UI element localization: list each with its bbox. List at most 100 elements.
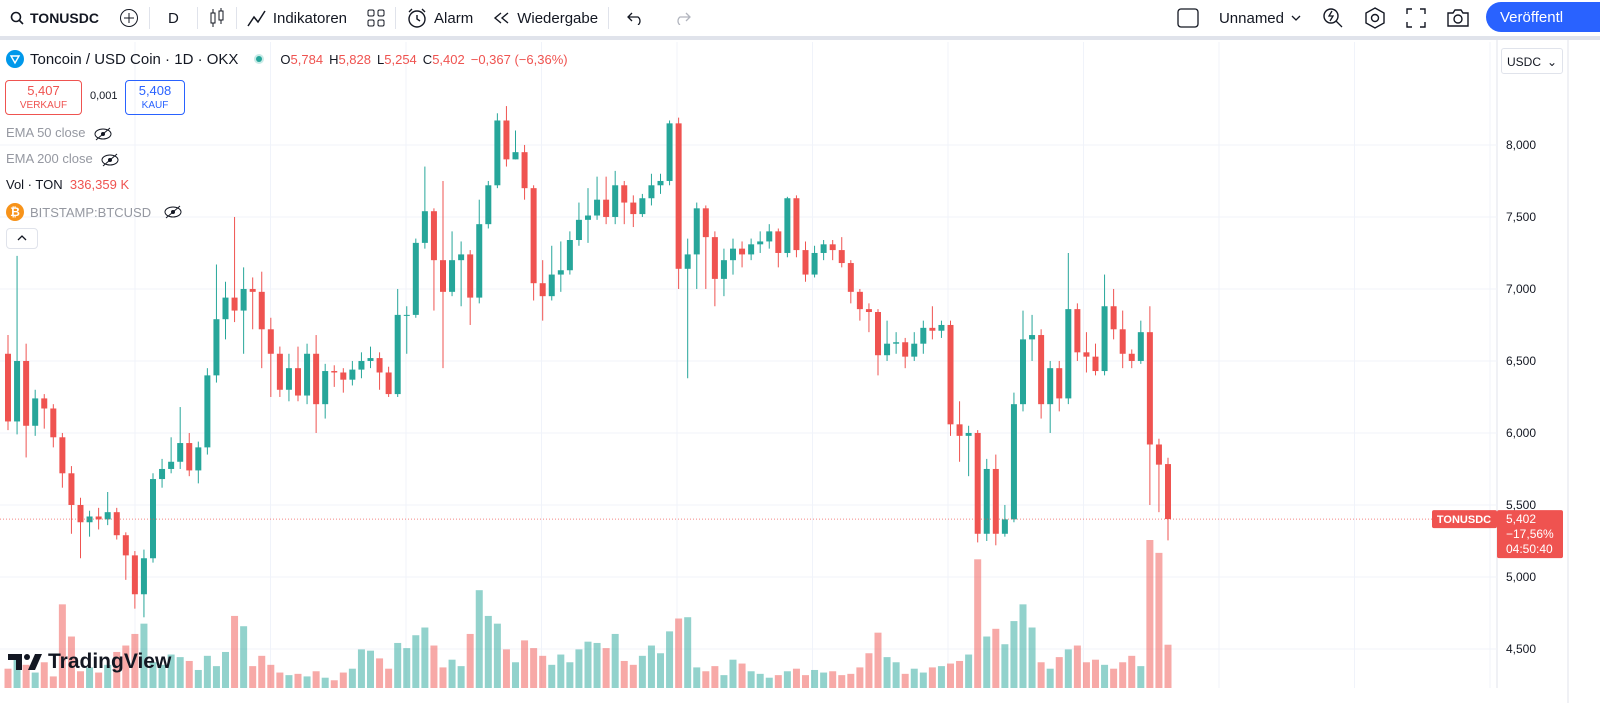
- volume-bar: [638, 655, 646, 688]
- separator: [395, 7, 397, 29]
- ohlc-values: O5,784 H5,828 L5,254 C5,402 −0,367 (−6,36%): [280, 52, 567, 67]
- compare-button[interactable]: [109, 0, 149, 36]
- volume-bar: [1064, 649, 1072, 688]
- candle-body: [430, 211, 437, 261]
- market-status-dot: [254, 54, 265, 64]
- volume-bar: [1046, 668, 1054, 688]
- candle-body: [974, 432, 981, 534]
- alarm-icon: [408, 8, 426, 28]
- candle-body: [376, 358, 383, 373]
- candle-body: [594, 199, 601, 216]
- candle-body: [521, 152, 528, 189]
- volume-bar: [974, 559, 982, 688]
- spread: 0,001: [90, 90, 118, 102]
- volume-bar: [1037, 662, 1045, 688]
- chart-type-button[interactable]: [198, 0, 236, 36]
- undo-button[interactable]: [609, 0, 663, 36]
- candle-body: [458, 254, 465, 261]
- buy-price: 5,408: [138, 83, 172, 98]
- candle-body: [213, 319, 220, 376]
- volume-bar: [910, 668, 918, 688]
- candle-body: [1001, 519, 1008, 534]
- ohlc-value: 5,784: [290, 51, 324, 67]
- snapshot-button[interactable]: [1436, 0, 1480, 36]
- volume-bar: [475, 590, 483, 688]
- candle-body: [983, 468, 990, 534]
- fullscreen-button[interactable]: [1396, 0, 1436, 36]
- candle-body: [159, 468, 166, 480]
- candle-body: [657, 180, 664, 186]
- volume-bar: [956, 660, 964, 688]
- volume-legend: Vol · TON 336,359 K: [6, 177, 129, 192]
- candle-body: [240, 288, 247, 311]
- brand-logo: [8, 654, 42, 670]
- candle-body: [1056, 368, 1063, 399]
- candle-body: [41, 398, 48, 409]
- layout-menu[interactable]: Unnamed: [1167, 0, 1312, 36]
- y-tick-label: 8,000: [1506, 138, 1536, 152]
- hidden-icon[interactable]: [163, 205, 183, 219]
- volume-bar: [203, 655, 211, 688]
- quick-search[interactable]: [1312, 0, 1354, 36]
- volume-bar: [1128, 655, 1136, 688]
- volume-bar: [502, 649, 510, 688]
- candle-body: [1029, 335, 1036, 340]
- buy-label: KAUF: [141, 100, 169, 111]
- layout-icon: [367, 9, 385, 27]
- settings-icon: [1365, 7, 1385, 29]
- currency-select[interactable]: USDC ⌄: [1501, 48, 1563, 74]
- candle-body: [911, 343, 918, 357]
- candle-body: [140, 558, 147, 595]
- volume-bar: [602, 648, 610, 688]
- replay-button[interactable]: Wiedergabe: [483, 0, 608, 36]
- layouts-button[interactable]: [357, 0, 395, 36]
- collapse-legend[interactable]: [6, 228, 38, 249]
- symbol-label-bg: [1432, 510, 1497, 529]
- candle-body: [267, 329, 274, 354]
- symbol-search[interactable]: TONUSDC: [0, 0, 109, 36]
- candle-body: [421, 211, 428, 243]
- candle-body: [258, 291, 265, 330]
- separator: [235, 7, 237, 29]
- candle-body: [313, 353, 320, 405]
- volume-bar: [575, 649, 583, 688]
- camera-icon: [1447, 9, 1469, 27]
- volume-bar: [158, 664, 166, 688]
- brand: TradingView: [8, 650, 171, 674]
- candle-body: [621, 185, 628, 203]
- interval-button[interactable]: D: [150, 0, 197, 36]
- volume-bar: [530, 648, 538, 688]
- candle-body: [702, 208, 709, 238]
- redo-icon: [677, 12, 692, 25]
- candle-body: [68, 473, 75, 505]
- candle-body: [1155, 444, 1162, 465]
- hidden-icon[interactable]: [100, 153, 120, 167]
- volume-bar: [49, 676, 57, 688]
- volume-bar: [992, 628, 1000, 688]
- alert-button[interactable]: Alarm: [396, 0, 483, 36]
- buy-button[interactable]: 5,408 KAUF: [125, 80, 185, 115]
- volume-bar: [792, 668, 800, 688]
- volume-bar: [421, 627, 429, 688]
- redo-button[interactable]: [663, 0, 701, 36]
- candle-body: [603, 199, 610, 217]
- candle-body: [467, 254, 474, 298]
- hidden-icon[interactable]: [93, 127, 113, 141]
- settings-button[interactable]: [1354, 0, 1396, 36]
- volume-bar: [339, 672, 347, 688]
- volume-bar: [883, 657, 891, 688]
- volume-bar: [222, 651, 229, 688]
- candle-body: [757, 241, 764, 245]
- volume-bar: [566, 662, 574, 688]
- candle-body: [884, 343, 891, 356]
- volume-bar: [131, 633, 139, 688]
- indicator-name: EMA 50 close: [6, 125, 86, 140]
- volume-bar: [403, 648, 411, 688]
- indicators-button[interactable]: Indikatoren: [237, 0, 357, 36]
- sell-button[interactable]: 5,407 VERKAUF: [5, 80, 82, 115]
- y-tick-label: 7,500: [1506, 210, 1536, 224]
- publish-button[interactable]: Veröffentl: [1486, 2, 1600, 32]
- compare-symbol: BITSTAMP:BTCUSD: [30, 204, 152, 220]
- chart-background: [0, 40, 1568, 688]
- candle-body: [666, 123, 673, 181]
